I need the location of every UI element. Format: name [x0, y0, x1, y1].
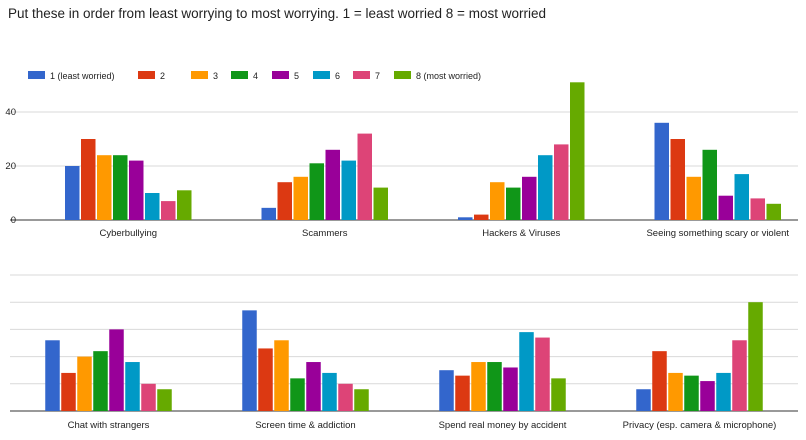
legend-swatch: [28, 71, 45, 79]
bar: [554, 144, 569, 220]
bar: [551, 378, 566, 411]
chart-panel-bottom: Chat with strangers Screen time & addicti…: [10, 274, 798, 431]
bar: [322, 372, 337, 411]
bar: [471, 362, 486, 411]
legend-swatch: [231, 71, 248, 79]
bar: [306, 362, 321, 411]
bar: [61, 372, 76, 411]
bar: [145, 193, 160, 220]
bar: [258, 348, 273, 411]
category-label: Seeing something scary or violent: [646, 228, 789, 239]
bar: [354, 389, 369, 411]
bar: [81, 139, 96, 220]
bar: [274, 340, 289, 411]
bar: [109, 329, 124, 411]
legend-swatch: [272, 71, 289, 79]
bar: [113, 155, 128, 220]
bar: [490, 182, 505, 220]
bar: [45, 340, 60, 411]
legend-swatch: [313, 71, 330, 79]
bar: [506, 187, 521, 220]
category-label: Screen time & addiction: [255, 420, 355, 431]
chart-title: Put these in order from least worrying t…: [8, 6, 546, 21]
bar: [734, 174, 749, 220]
bar: [161, 201, 176, 220]
legend-label: 8 (most worried): [416, 71, 481, 81]
y-tick-label: 40: [5, 107, 16, 118]
bar: [290, 378, 305, 411]
bar: [503, 367, 518, 411]
bar: [702, 149, 717, 220]
bar: [341, 160, 356, 220]
bar: [97, 155, 112, 220]
bar: [522, 176, 537, 220]
bar: [177, 190, 192, 220]
bar: [668, 372, 683, 411]
bar: [684, 375, 699, 411]
legend-label: 3: [213, 71, 218, 81]
legend-swatch: [353, 71, 370, 79]
bar: [77, 356, 92, 411]
bar: [93, 351, 108, 411]
bar: [718, 195, 733, 220]
bar: [125, 362, 140, 411]
category-label: Privacy (esp. camera & microphone): [623, 420, 777, 431]
bar: [652, 351, 667, 411]
legend-label: 2: [160, 71, 165, 81]
category-label: Spend real money by accident: [439, 420, 567, 431]
bar: [519, 332, 534, 411]
bar: [357, 133, 372, 220]
bar: [654, 122, 669, 220]
bar: [261, 207, 276, 220]
bar: [670, 139, 685, 220]
bar: [732, 340, 747, 411]
bar: [570, 82, 585, 220]
legend: 1 (least worried) 2 3 4 5 6 7 8 (most worried): [28, 71, 481, 81]
legend-label: 5: [294, 71, 299, 81]
bar: [474, 214, 489, 220]
bar: [373, 187, 388, 220]
bar: [65, 166, 80, 220]
bar: [455, 375, 470, 411]
bar: [141, 383, 156, 411]
legend-swatch: [191, 71, 208, 79]
category-label: Chat with strangers: [68, 420, 150, 431]
bar: [766, 203, 781, 220]
legend-label: 4: [253, 71, 258, 81]
category-label: Cyberbullying: [99, 228, 157, 239]
bar: [700, 381, 715, 411]
category-label: Scammers: [302, 228, 348, 239]
bar: [458, 217, 473, 220]
bar: [636, 389, 651, 411]
legend-label: 1 (least worried): [50, 71, 115, 81]
bar: [439, 370, 454, 411]
bar: [293, 176, 308, 220]
bar: [157, 389, 172, 411]
bar: [338, 383, 353, 411]
chart-panel-top: 0 20 40 Cyberbullying Scammers Hackers & Viru…: [5, 82, 798, 239]
bar: [535, 337, 550, 411]
bar: [242, 310, 257, 411]
category-label: Hackers & Viruses: [482, 228, 560, 239]
bar: [750, 198, 765, 220]
bar: [309, 163, 324, 220]
bar: [325, 149, 340, 220]
bar: [487, 362, 502, 411]
bar: [129, 160, 144, 220]
legend-swatch: [138, 71, 155, 79]
bar: [748, 302, 763, 411]
bar: [538, 155, 553, 220]
bar: [277, 182, 292, 220]
y-tick-label: 0: [11, 215, 16, 226]
bar: [686, 176, 701, 220]
legend-label: 7: [375, 71, 380, 81]
y-tick-label: 20: [5, 161, 16, 172]
legend-label: 6: [335, 71, 340, 81]
bar: [716, 372, 731, 411]
legend-swatch: [394, 71, 411, 79]
